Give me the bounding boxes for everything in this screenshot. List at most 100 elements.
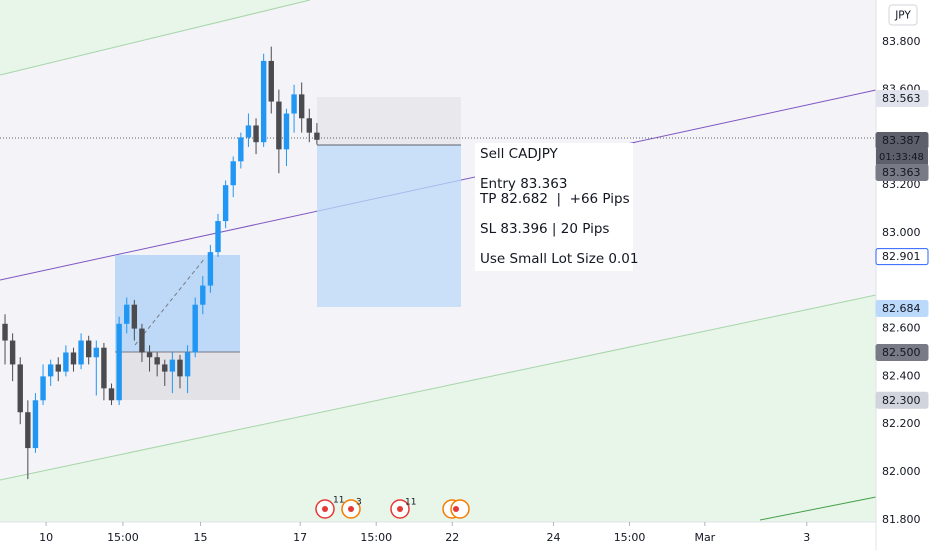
candle-body	[63, 352, 69, 372]
candle-body	[268, 60, 274, 102]
candle-body	[314, 132, 320, 140]
candle-body	[238, 137, 244, 162]
currency-button[interactable]	[888, 4, 918, 26]
candle-body	[230, 161, 236, 186]
candle-body	[17, 364, 23, 413]
price-label-bg	[875, 89, 929, 107]
y-tick-label: 83.200	[882, 178, 921, 191]
price-label-bg	[875, 248, 929, 266]
candles	[2, 46, 320, 480]
candle-body	[124, 304, 130, 324]
price-label-bg	[875, 391, 929, 409]
note-line: Entry 83.363	[480, 176, 567, 192]
event-dot	[453, 506, 459, 512]
candle-body	[85, 340, 92, 358]
x-tick-label: 15:00	[360, 531, 392, 544]
candle-body	[162, 364, 168, 372]
axis-labels: 83.80083.60083.20083.00082.60082.40082.2…	[39, 35, 929, 544]
x-tick-label: 17	[293, 531, 307, 544]
y-tick-label: 83.800	[882, 35, 921, 48]
event-dot	[348, 506, 354, 512]
note-line: SL 83.396 | 20 Pips	[480, 221, 609, 237]
y-tick-label: 83.000	[882, 226, 921, 239]
x-tick-label: 15:00	[107, 531, 139, 544]
price-label: 82.300	[882, 394, 921, 407]
x-tick-label: 15:00	[614, 531, 646, 544]
price-label: 82.901	[882, 250, 921, 263]
y-tick-label: 82.200	[882, 417, 921, 430]
price-label: 82.500	[882, 346, 921, 359]
candle-body	[177, 359, 183, 377]
countdown-bg	[876, 148, 928, 165]
channel-line	[0, 0, 311, 76]
short-target-zone	[317, 145, 461, 307]
note-line: Use Small Lot Size 0.01	[480, 251, 639, 267]
candle-body	[207, 252, 214, 286]
candle-body	[192, 304, 198, 353]
price-label-bg	[875, 164, 929, 182]
event-dot	[397, 506, 403, 512]
x-tick-label: 15	[194, 531, 208, 544]
price-label: 83.363	[882, 166, 921, 179]
x-tick-label: 22	[445, 531, 459, 544]
candle-body	[25, 412, 31, 449]
candle-body	[291, 94, 297, 114]
candle-body	[146, 352, 153, 358]
channel-line	[759, 496, 877, 521]
candle-body	[260, 60, 267, 143]
candle-body	[47, 364, 54, 377]
candle-body	[131, 304, 138, 329]
y-tick-label: 82.400	[882, 369, 921, 382]
price-label-bg	[875, 300, 929, 318]
x-tick-label: 3	[803, 531, 810, 544]
candle-body	[55, 364, 61, 372]
event-icon[interactable]	[450, 499, 470, 519]
candle-body	[200, 285, 206, 305]
currency-label: JPY	[894, 10, 911, 22]
candle-body	[184, 352, 191, 377]
candle-body	[215, 221, 221, 253]
note-line: Sell CADJPY	[480, 146, 559, 162]
event-dot	[322, 506, 328, 512]
candle-body	[298, 94, 305, 119]
candle-body	[93, 347, 100, 358]
x-tick-label: 10	[39, 531, 53, 544]
candle-body	[283, 113, 290, 150]
candle-body	[101, 347, 107, 389]
candle-body	[169, 359, 176, 372]
price-label: 83.563	[882, 92, 921, 105]
channel-lower-zone	[0, 295, 876, 522]
price-label-bg	[875, 343, 929, 361]
event-icons: 11 3 11	[315, 496, 470, 519]
candle-body	[245, 125, 252, 138]
price-label: 83.387	[882, 134, 921, 147]
candle-body	[306, 118, 312, 133]
event-count: 3	[356, 498, 362, 508]
y-tick-label: 82.000	[882, 465, 921, 478]
candle-body	[253, 125, 259, 143]
y-tick-label: 81.800	[882, 513, 921, 526]
note-line: TP 82.682 | +66 Pips	[479, 191, 630, 207]
candle-body	[78, 340, 84, 365]
time-axis	[0, 522, 876, 550]
candle-body	[70, 352, 77, 365]
note-box	[475, 143, 633, 271]
candle-body	[108, 388, 115, 401]
x-tick-label: Mar	[694, 531, 715, 544]
candle-body	[9, 340, 16, 365]
candle-body	[40, 376, 46, 401]
channel-line	[0, 294, 877, 481]
event-count: 11	[405, 498, 416, 508]
candle-body	[2, 323, 8, 341]
countdown: 01:33:48	[879, 152, 924, 163]
candle-body	[154, 357, 160, 365]
candle-body	[276, 101, 282, 150]
x-tick-label: 24	[546, 531, 560, 544]
y-tick-label: 82.600	[882, 322, 921, 335]
candle-body	[32, 400, 39, 449]
short-stop-zone	[317, 97, 461, 145]
candle-body	[139, 328, 145, 353]
event-count: 11	[333, 496, 344, 506]
candle-body	[222, 185, 229, 222]
